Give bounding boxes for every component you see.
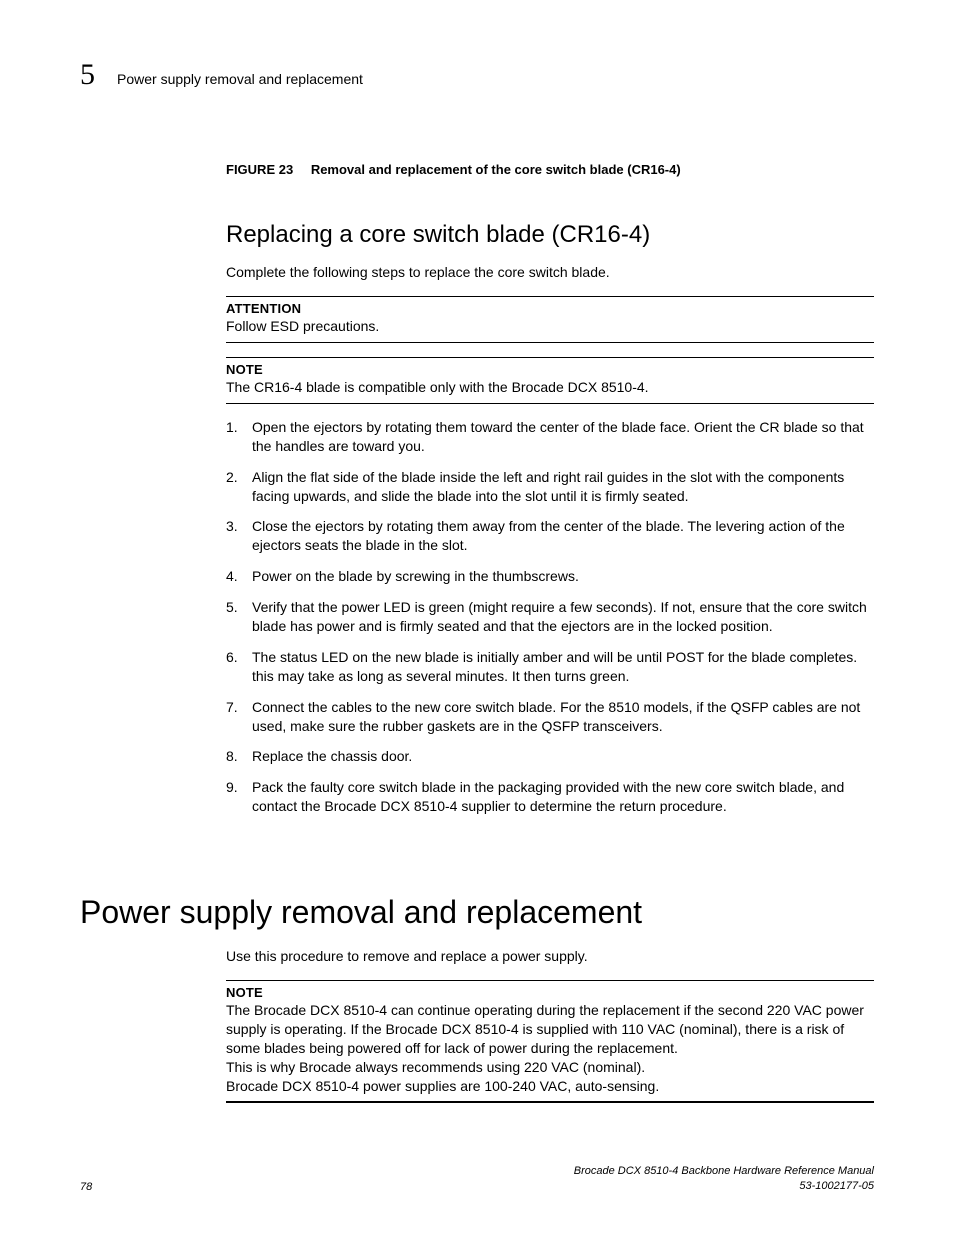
step-item: Power on the blade by screwing in the th… <box>226 567 874 586</box>
document-reference: Brocade DCX 8510-4 Backbone Hardware Ref… <box>574 1164 874 1193</box>
section-power-supply: Use this procedure to remove and replace… <box>226 947 874 1103</box>
note-label: NOTE <box>226 362 874 377</box>
attention-callout: ATTENTION Follow ESD precautions. <box>226 296 874 343</box>
step-item: Verify that the power LED is green (migh… <box>226 598 874 636</box>
note-body: The CR16-4 blade is compatible only with… <box>226 379 649 395</box>
intro-paragraph: Complete the following steps to replace … <box>226 263 874 282</box>
page-footer: 78 Brocade DCX 8510-4 Backbone Hardware … <box>80 1164 874 1193</box>
figure-title: Removal and replacement of the core swit… <box>311 162 681 177</box>
section-replacing-blade: Replacing a core switch blade (CR16-4) C… <box>226 221 874 816</box>
step-item: Align the flat side of the blade inside … <box>226 468 874 506</box>
chapter-title: Power supply removal and replacement <box>117 71 363 87</box>
figure-caption-block: FIGURE 23 Removal and replacement of the… <box>226 162 874 177</box>
note-line: This is why Brocade always recommends us… <box>226 1058 874 1077</box>
note-line: Brocade DCX 8510-4 power supplies are 10… <box>226 1077 874 1096</box>
steps-list: Open the ejectors by rotating them towar… <box>226 418 874 816</box>
page-number: 78 <box>80 1181 92 1193</box>
section-heading-main: Power supply removal and replacement <box>80 894 874 931</box>
manual-title: Brocade DCX 8510-4 Backbone Hardware Ref… <box>574 1165 874 1177</box>
step-item: Close the ejectors by rotating them away… <box>226 517 874 555</box>
attention-label: ATTENTION <box>226 301 874 316</box>
note-label: NOTE <box>226 985 874 1000</box>
note-line: The Brocade DCX 8510-4 can continue oper… <box>226 1001 874 1058</box>
step-item: Replace the chassis door. <box>226 747 874 766</box>
figure-caption: FIGURE 23 Removal and replacement of the… <box>226 162 874 177</box>
step-item: The status LED on the new blade is initi… <box>226 648 874 686</box>
step-item: Pack the faulty core switch blade in the… <box>226 778 874 816</box>
running-header: 5 Power supply removal and replacement <box>80 58 874 92</box>
note-callout: NOTE The CR16-4 blade is compatible only… <box>226 357 874 404</box>
step-item: Connect the cables to the new core switc… <box>226 698 874 736</box>
section-heading: Replacing a core switch blade (CR16-4) <box>226 221 874 249</box>
intro-paragraph: Use this procedure to remove and replace… <box>226 947 874 966</box>
note-callout: NOTE The Brocade DCX 8510-4 can continue… <box>226 980 874 1103</box>
note-body: The Brocade DCX 8510-4 can continue oper… <box>226 1001 874 1095</box>
chapter-number: 5 <box>80 58 95 92</box>
document-number: 53-1002177-05 <box>799 1180 874 1192</box>
step-item: Open the ejectors by rotating them towar… <box>226 418 874 456</box>
attention-body: Follow ESD precautions. <box>226 318 379 334</box>
figure-label: FIGURE 23 <box>226 162 293 177</box>
